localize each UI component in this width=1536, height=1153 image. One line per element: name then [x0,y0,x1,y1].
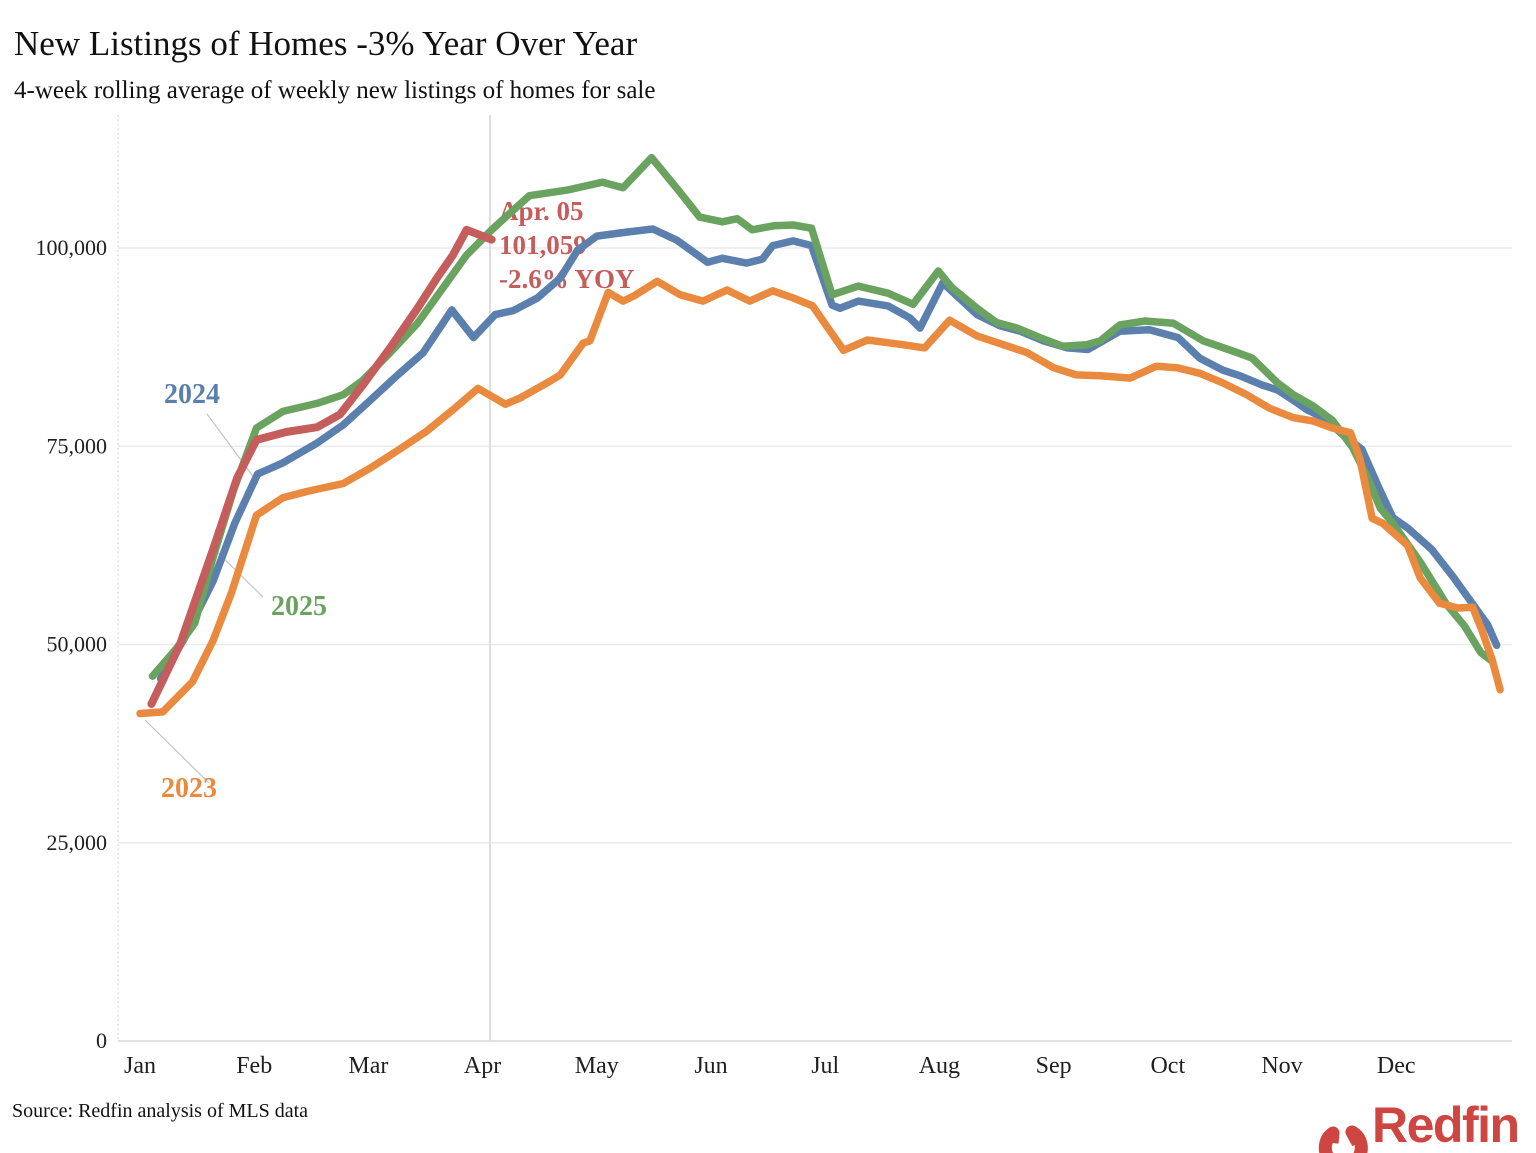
x-tick-label: Mar [348,1053,388,1079]
source-note: Source: Redfin analysis of MLS data [12,1100,308,1122]
x-tick-label: Dec [1377,1053,1416,1079]
x-tick-label: Sep [1036,1053,1072,1079]
x-tick-label: Jul [811,1053,839,1079]
x-tick-label: Aug [919,1053,960,1079]
y-tick-label: 0 [96,1028,107,1053]
x-tick-label: Nov [1261,1053,1302,1079]
label-leader-line [144,719,210,784]
axis-layer: 0 25,000 50,000 75,000 100,000 Jan Feb Mar Apr Ma… [36,235,1416,1079]
y-tick-label: 25,000 [47,830,108,855]
series-line-current [147,225,496,708]
x-tick-label: Apr [464,1053,501,1079]
y-tick-label: 50,000 [47,632,108,657]
x-tick-label: Jan [124,1053,156,1079]
redfin-logo-text: Redfin [1372,1097,1519,1153]
year-label-2023: 2023 [161,773,217,804]
series-line-2023 [136,277,1504,718]
redfin-logo: Redfin [1318,1097,1520,1153]
y-tick-label: 75,000 [47,433,108,458]
series-line-2024 [156,225,1501,683]
x-tick-label: Oct [1150,1053,1185,1079]
page-title: New Listings of Homes -3% Year Over Year [14,24,637,63]
year-label-2024: 2024 [164,379,220,410]
label-leader-line [206,413,259,484]
series-layer [136,153,1504,718]
year-label-2025: 2025 [271,591,327,622]
x-tick-label: May [575,1053,619,1079]
redfin-logo-icon [1318,1125,1368,1153]
y-tick-label: 100,000 [36,235,108,260]
x-tick-label: Jun [694,1053,727,1079]
x-tick-label: Feb [236,1053,272,1079]
page-subtitle: 4-week rolling average of weekly new lis… [14,77,655,104]
